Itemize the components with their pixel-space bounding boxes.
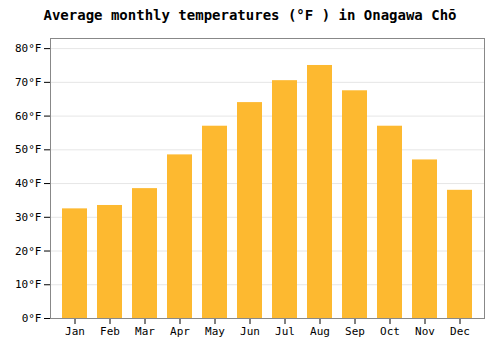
svg-text:70°F: 70°F (15, 76, 42, 89)
svg-text:Dec: Dec (450, 325, 470, 338)
svg-text:50°F: 50°F (15, 143, 42, 156)
svg-text:Nov: Nov (415, 325, 435, 338)
svg-text:60°F: 60°F (15, 110, 42, 123)
svg-text:Sep: Sep (345, 325, 365, 338)
svg-text:Jan: Jan (65, 325, 85, 338)
svg-text:40°F: 40°F (15, 177, 42, 190)
svg-text:Mar: Mar (135, 325, 155, 338)
svg-text:Jul: Jul (275, 325, 295, 338)
html-text:Average monthly temperatures (: Average monthly temperatures (°F ) in On… (43, 7, 457, 23)
svg-text:Jun: Jun (240, 325, 260, 338)
svg-text:Aug: Aug (310, 325, 330, 338)
svg-text:10°F: 10°F (15, 278, 42, 291)
svg-text:Oct: Oct (380, 325, 400, 338)
svg-text:80°F: 80°F (15, 42, 42, 55)
svg-text:0°F: 0°F (22, 312, 42, 325)
svg-text:May: May (205, 325, 225, 338)
svg-text:Apr: Apr (170, 325, 190, 338)
svg-text:20°F: 20°F (15, 245, 42, 258)
svg-text:Feb: Feb (100, 325, 120, 338)
svg-text:30°F: 30°F (15, 211, 42, 224)
